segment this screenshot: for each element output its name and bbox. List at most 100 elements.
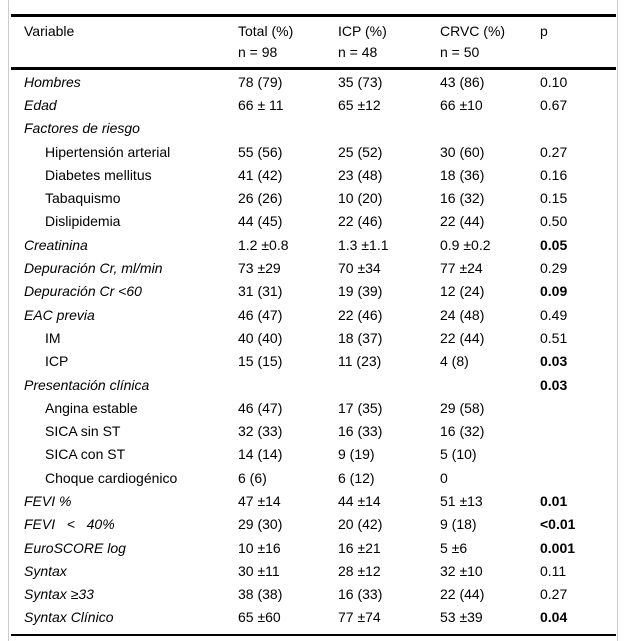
table-row: EAC previa 46 (47) 22 (46) 24 (48) 0.49: [11, 303, 616, 326]
row-label: Creatinina: [24, 236, 88, 253]
cell-icp: 23 (48): [338, 166, 383, 183]
cell-total: 73 ±29: [238, 260, 281, 277]
cell-crvc: 66 ±10: [440, 96, 483, 113]
cell-icp: 20 (42): [338, 516, 383, 533]
cell-icp: 70 ±34: [338, 260, 381, 277]
row-label: Factores de riesgo: [24, 120, 140, 137]
cell-crvc: 16 (32): [440, 190, 485, 207]
cell-crvc: 77 ±24: [440, 260, 483, 277]
row-label: FEVI < 40%: [24, 516, 115, 533]
row-label: Angina estable: [45, 399, 138, 416]
table-row: Syntax ≥33 38 (38) 16 (33) 22 (44) 0.27: [11, 583, 616, 606]
left-frame-border: [8, 0, 9, 641]
table-row: EuroSCORE log 10 ±16 16 ±21 5 ±6 0.001: [11, 536, 616, 559]
cell-crvc: 53 ±39: [440, 609, 483, 626]
table-row: ICP 15 (15) 11 (23) 4 (8) 0.03: [11, 350, 616, 373]
table-row: Hombres 78 (79) 35 (73) 43 (86) 0.10: [11, 70, 616, 93]
cell-icp: 28 ±12: [338, 562, 381, 579]
row-label: Tabaquismo: [45, 190, 121, 207]
header-p-label: p: [540, 23, 548, 39]
header-crvc-line2: n = 50: [440, 44, 480, 60]
table-row: Factores de riesgo: [11, 117, 616, 140]
cell-total: 47 ±14: [238, 492, 281, 509]
header-icp-line2: n = 48: [338, 44, 378, 60]
row-label: IM: [45, 329, 61, 346]
header-total-line2: n = 98: [238, 44, 278, 60]
cell-total: 66 ± 11: [238, 96, 284, 113]
table-row: SICA con ST 14 (14) 9 (19) 5 (10): [11, 443, 616, 466]
cell-total: 65 ±60: [238, 609, 281, 626]
cell-total: 44 (45): [238, 213, 283, 230]
cell-p: 0.01: [540, 492, 568, 509]
header-total-line1: Total (%): [238, 23, 294, 39]
table-row: Syntax 30 ±11 28 ±12 32 ±10 0.11: [11, 559, 616, 582]
table-row: FEVI < 40% 29 (30) 20 (42) 9 (18) <0.01: [11, 513, 616, 536]
row-label: EAC previa: [24, 306, 95, 323]
cell-total: 31 (31): [238, 283, 283, 300]
cell-p: 0.67: [540, 96, 568, 113]
table-row: SICA sin ST 32 (33) 16 (33) 16 (32): [11, 419, 616, 442]
cell-total: 38 (38): [238, 586, 283, 603]
cell-p: 0.15: [540, 190, 568, 207]
row-label: ICP: [45, 353, 69, 370]
table-row: Depuración Cr, ml/min 73 ±29 70 ±34 77 ±…: [11, 256, 616, 279]
table-row: Syntax Clínico 65 ±60 77 ±74 53 ±39 0.04: [11, 606, 616, 629]
cell-icp: 16 (33): [338, 423, 383, 440]
cell-total: 26 (26): [238, 190, 283, 207]
cell-total: 55 (56): [238, 143, 283, 160]
cell-total: 32 (33): [238, 423, 283, 440]
cell-icp: 25 (52): [338, 143, 383, 160]
cell-p: 0.03: [540, 376, 568, 393]
cell-crvc: 9 (18): [440, 516, 477, 533]
row-label: Depuración Cr <60: [24, 283, 142, 300]
cell-crvc: 12 (24): [440, 283, 485, 300]
cell-p: 0.50: [540, 213, 568, 230]
cell-crvc: 4 (8): [440, 353, 469, 370]
cell-p: 0.001: [540, 539, 576, 556]
cell-total: 40 (40): [238, 329, 283, 346]
cell-icp: 77 ±74: [338, 609, 381, 626]
table-row: IM 40 (40) 18 (37) 22 (44) 0.51: [11, 326, 616, 349]
cell-icp: 18 (37): [338, 329, 383, 346]
cell-crvc: 0: [440, 469, 448, 486]
cell-total: 10 ±16: [238, 539, 281, 556]
cell-total: 46 (47): [238, 306, 283, 323]
cell-total: 78 (79): [238, 73, 283, 90]
cell-p: 0.27: [540, 143, 568, 160]
row-label: FEVI %: [24, 492, 72, 509]
table-row: Dislipidemia 44 (45) 22 (46) 22 (44) 0.5…: [11, 210, 616, 233]
cell-icp: 10 (20): [338, 190, 383, 207]
cell-icp: 1.3 ±1.1: [338, 236, 389, 253]
row-label: SICA sin ST: [45, 423, 121, 440]
header-variable: Variable: [11, 21, 238, 67]
cell-p: 0.29: [540, 260, 568, 277]
cell-icp: 6 (12): [338, 469, 375, 486]
cell-crvc: 0.9 ±0.2: [440, 236, 491, 253]
cell-total: 29 (30): [238, 516, 283, 533]
cell-crvc: 43 (86): [440, 73, 485, 90]
cell-total: 1.2 ±0.8: [238, 236, 289, 253]
cell-crvc: 51 ±13: [440, 492, 483, 509]
cell-icp: 65 ±12: [338, 96, 381, 113]
table-row: Creatinina 1.2 ±0.8 1.3 ±1.1 0.9 ±0.2 0.…: [11, 233, 616, 256]
cell-icp: 44 ±14: [338, 492, 381, 509]
cell-crvc: 5 (10): [440, 446, 477, 463]
cell-p: 0.27: [540, 586, 568, 603]
cell-icp: 16 (33): [338, 586, 383, 603]
row-label: Presentación clínica: [24, 376, 150, 393]
table-row: Edad 66 ± 11 65 ±12 66 ±10 0.67: [11, 93, 616, 116]
header-variable-label: Variable: [24, 23, 75, 39]
cell-p: 0.03: [540, 353, 568, 370]
table-row: Choque cardiogénico 6 (6) 6 (12) 0: [11, 466, 616, 489]
cell-crvc: 24 (48): [440, 306, 485, 323]
cell-p: 0.16: [540, 166, 568, 183]
row-label: SICA con ST: [45, 446, 126, 463]
row-label: Edad: [24, 96, 57, 113]
row-label: Hombres: [24, 73, 81, 90]
cell-p: 0.09: [540, 283, 568, 300]
cell-crvc: 18 (36): [440, 166, 485, 183]
cell-p: <0.01: [540, 516, 576, 533]
cell-p: 0.51: [540, 329, 568, 346]
table-row: Diabetes mellitus 41 (42) 23 (48) 18 (36…: [11, 163, 616, 186]
